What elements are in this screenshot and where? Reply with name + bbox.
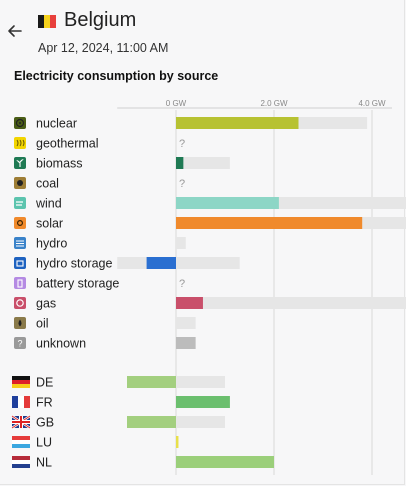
source-value-bar[interactable]	[176, 117, 299, 129]
source-label: unknown	[36, 337, 86, 351]
nl-flag-icon	[12, 456, 30, 468]
source-unknown-value: ?	[179, 138, 185, 150]
exchange-value-bar[interactable]	[176, 456, 274, 468]
source-capacity-bar	[176, 297, 406, 309]
source-label: biomass	[36, 157, 83, 171]
source-capacity-bar	[176, 317, 196, 329]
exchange-label: FR	[36, 396, 53, 410]
source-label: solar	[36, 217, 63, 231]
source-label: hydro	[36, 237, 67, 251]
exchange-capacity-bar	[176, 376, 225, 388]
hydro-storage-icon	[14, 257, 26, 269]
source-unknown-value: ?	[179, 178, 185, 190]
source-value-bar[interactable]	[176, 297, 203, 309]
wind-icon	[14, 197, 26, 209]
source-label: nuclear	[36, 117, 77, 131]
x-tick-label: 0 GW	[166, 99, 187, 108]
exchange-value-bar[interactable]	[127, 376, 176, 388]
zone-title: Belgium	[64, 9, 137, 31]
exchange-label: DE	[36, 376, 53, 390]
source-value-bar[interactable]	[176, 337, 196, 349]
oil-icon	[14, 317, 26, 329]
source-label: battery storage	[36, 277, 119, 291]
source-label: wind	[35, 197, 62, 211]
exchange-value-bar[interactable]	[127, 416, 176, 428]
source-unknown-value: ?	[179, 278, 185, 290]
source-value-bar[interactable]	[176, 217, 363, 229]
source-value-bar[interactable]	[176, 157, 184, 169]
source-label: gas	[36, 297, 56, 311]
battery-storage-icon	[14, 277, 26, 289]
x-tick-label: 4.0 GW	[358, 99, 386, 108]
fr-flag-icon	[12, 396, 30, 408]
exchange-label: NL	[36, 456, 52, 470]
source-value-bar[interactable]	[176, 197, 279, 209]
solar-icon	[14, 217, 26, 229]
gas-icon	[14, 297, 26, 309]
hydro-icon	[14, 237, 26, 249]
unknown-icon: ?	[14, 337, 26, 349]
gb-flag-icon	[11, 415, 31, 429]
source-value-bar[interactable]	[146, 257, 176, 269]
coal-icon	[14, 177, 26, 189]
de-flag-icon	[12, 376, 30, 388]
belgium-flag-icon	[38, 15, 56, 28]
source-capacity-bar	[176, 237, 186, 249]
geothermal-icon	[14, 137, 26, 149]
datetime-label: Apr 12, 2024, 11:00 AM	[38, 41, 169, 55]
source-label: coal	[36, 177, 59, 191]
source-capacity-bar	[117, 257, 240, 269]
exchange-label: GB	[36, 416, 54, 430]
source-label: hydro storage	[36, 257, 112, 271]
x-tick-label: 2.0 GW	[260, 99, 288, 108]
chart-title: Electricity consumption by source	[14, 69, 219, 83]
lu-flag-icon	[12, 436, 30, 448]
source-label: oil	[36, 317, 49, 331]
nuclear-icon	[14, 117, 26, 129]
exchange-capacity-bar	[176, 416, 225, 428]
source-capacity-bar	[176, 157, 230, 169]
exchange-label: LU	[36, 436, 52, 450]
exchange-value-bar[interactable]	[176, 436, 179, 448]
exchange-value-bar[interactable]	[176, 396, 230, 408]
source-label: geothermal	[36, 137, 99, 151]
back-arrow-icon[interactable]	[6, 22, 24, 40]
svg-text:?: ?	[17, 339, 22, 349]
biomass-icon	[14, 157, 26, 169]
